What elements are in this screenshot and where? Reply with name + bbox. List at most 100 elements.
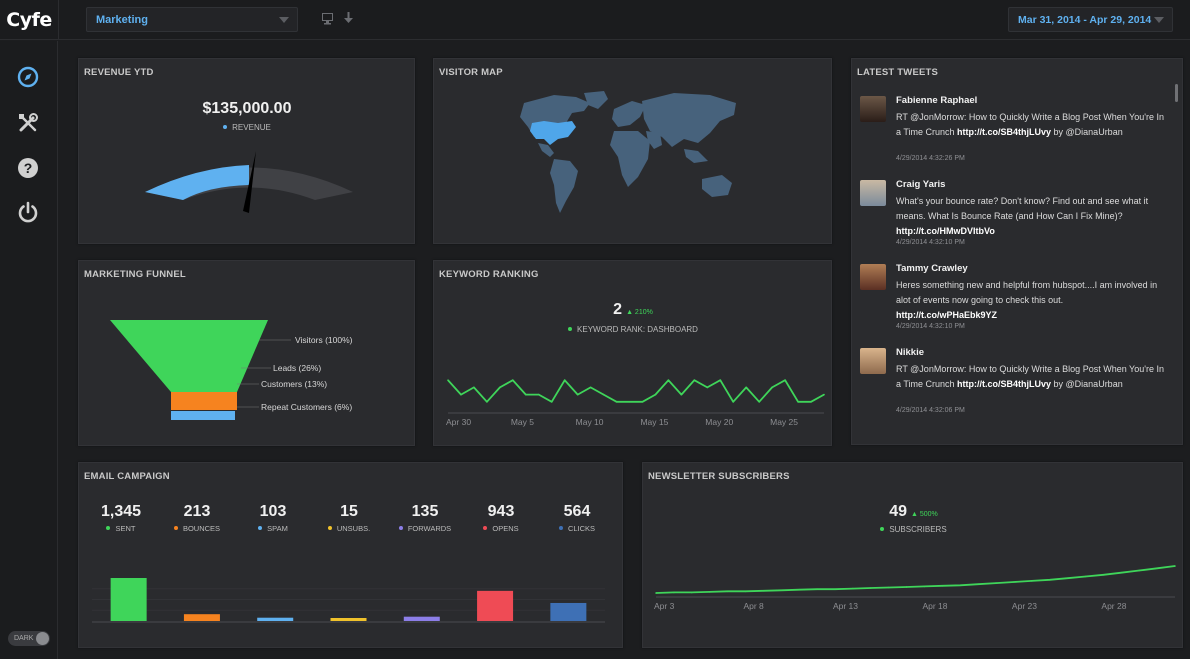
x-tick-label: May 20 — [705, 417, 733, 427]
widget-title: VISITOR MAP — [439, 67, 503, 78]
dashboard-select-value: Marketing — [96, 14, 148, 26]
stat-label: FORWARDS — [390, 524, 460, 533]
data-point — [1120, 571, 1123, 574]
theme-toggle[interactable]: DARK — [8, 631, 50, 646]
data-point — [745, 386, 748, 389]
stat-label: CLICKS — [542, 524, 612, 533]
data-point — [887, 586, 890, 589]
data-point — [798, 588, 800, 591]
tweet-link[interactable]: http://t.co/wPHaEbk9YZ — [896, 310, 998, 320]
legend-label: KEYWORD RANK: DASHBOARD — [577, 325, 698, 334]
data-point — [447, 379, 449, 381]
date-range-picker[interactable]: Mar 31, 2014 - Apr 29, 2014 — [1008, 7, 1173, 32]
avatar — [860, 348, 886, 374]
data-point — [726, 590, 729, 593]
data-point — [771, 386, 773, 389]
legend-dot — [558, 526, 563, 530]
tweet-link[interactable]: http://t.co/SB4thjLUvy — [957, 379, 1052, 389]
stat-label-text: CLICKS — [567, 524, 596, 533]
legend-label: REVENUE — [232, 123, 271, 132]
email-bar-chart — [92, 578, 605, 623]
map-south-america — [550, 159, 578, 213]
stat-value: 564 — [563, 503, 591, 520]
tweet-item[interactable]: Craig Yaris What's your bounce rate? Don… — [860, 179, 1174, 249]
download-icon[interactable] — [344, 12, 353, 24]
avatar — [860, 96, 886, 122]
data-point — [524, 393, 527, 396]
x-tick-label: Apr 18 — [922, 601, 947, 611]
keyword-metric: 2 ▲ 210% — [434, 301, 832, 319]
widget-title: KEYWORD RANKING — [439, 269, 539, 280]
tweet-item[interactable]: Nikkie RT @JonMorrow: How to Quickly Wri… — [860, 347, 1174, 417]
data-point — [977, 583, 979, 585]
map-asia — [642, 93, 736, 147]
tweet-text: What's your bounce rate? Don't know? Fin… — [896, 194, 1166, 239]
stat-sent: 1,345 SENT — [86, 503, 156, 533]
data-point — [1048, 579, 1051, 581]
tweet-link[interactable]: http://t.co/HMwDVItbVo — [896, 226, 995, 236]
keyword-legend: KEYWORD RANK: DASHBOARD — [434, 325, 832, 334]
funnel-stage-visitors — [110, 320, 268, 392]
theme-toggle-label: DARK — [14, 635, 34, 642]
divider — [58, 0, 59, 40]
data-point — [550, 401, 553, 403]
power-icon[interactable] — [17, 201, 39, 223]
x-tick-label: May 25 — [770, 417, 798, 427]
map-greenland — [584, 91, 608, 109]
newsletter-metric: 49 ▲ 500% — [643, 503, 1184, 521]
tools-icon[interactable] — [17, 112, 39, 134]
help-icon[interactable]: ? — [17, 157, 39, 179]
data-point — [473, 386, 475, 389]
stat-label-text: FORWARDS — [407, 524, 452, 533]
stat-label-text: SENT — [115, 524, 136, 533]
funnel-label: Leads (26%) — [273, 363, 322, 373]
bar — [330, 618, 367, 621]
dashboard-select[interactable]: Marketing — [86, 7, 298, 32]
date-range-value: Mar 31, 2014 - Apr 29, 2014 — [1018, 14, 1152, 26]
data-point — [655, 592, 657, 594]
stat-label-text: SPAM — [267, 524, 288, 533]
x-tick-label: Apr 28 — [1101, 601, 1126, 611]
tweet-body: RT @JonMorrow: How to Quickly Write a Bl… — [896, 364, 1164, 389]
data-point — [693, 379, 696, 381]
stat-label: OPENS — [466, 524, 536, 533]
bar — [550, 602, 587, 621]
stat-value: 135 — [411, 503, 439, 520]
revenue-widget: REVENUE YTD $135,000.00 REVENUE — [78, 58, 415, 244]
toggle-knob — [36, 632, 49, 645]
data-point — [1174, 565, 1176, 567]
map-mexico — [538, 143, 554, 157]
monitor-icon[interactable] — [322, 13, 333, 25]
keyword-widget: KEYWORD RANKING 2 ▲ 210% KEYWORD RANK: DA… — [433, 260, 832, 446]
top-bar: Cyfe Marketing Mar 31, 2014 - Apr 29, 20… — [0, 0, 1190, 40]
data-point — [499, 386, 501, 389]
tweet-item[interactable]: Fabienne Raphael RT @JonMorrow: How to Q… — [860, 95, 1174, 165]
tweet-link[interactable]: http://t.co/SB4thjLUvy — [957, 127, 1052, 137]
data-point — [834, 588, 836, 590]
scrollbar[interactable] — [1175, 84, 1178, 102]
tweet-suffix: by @DianaUrban — [1051, 127, 1123, 137]
tweet-time: 4/29/2014 4:32:10 PM — [896, 323, 965, 330]
data-point — [576, 393, 579, 396]
map-australia — [702, 175, 732, 197]
visitor-map-widget: VISITOR MAP — [433, 58, 832, 244]
stat-value: 15 — [340, 503, 358, 520]
tweet-item[interactable]: Tammy Crawley Heres something new and he… — [860, 263, 1174, 333]
widget-title: MARKETING FUNNEL — [84, 269, 186, 280]
avatar — [860, 180, 886, 206]
compass-icon[interactable] — [17, 66, 39, 88]
stat-value: 213 — [183, 503, 211, 520]
world-map[interactable] — [514, 87, 744, 227]
app-logo[interactable]: Cyfe — [6, 9, 52, 31]
data-point — [732, 401, 735, 403]
stat-label-text: UNSUBS. — [336, 524, 371, 533]
x-tick-label: Apr 3 — [654, 601, 675, 611]
map-southeast-asia — [684, 149, 708, 163]
email-widget: EMAIL CAMPAIGN 1,345 SENT 213 BOUNCES 10… — [78, 462, 623, 648]
data-point — [512, 379, 514, 381]
data-point — [690, 591, 693, 594]
legend-dot — [223, 125, 228, 129]
tweet-body: Heres something new and helpful from hub… — [896, 280, 1158, 305]
widget-title: LATEST TWEETS — [857, 67, 939, 78]
funnel-widget: MARKETING FUNNEL Visitors (100%) Leads (… — [78, 260, 415, 446]
